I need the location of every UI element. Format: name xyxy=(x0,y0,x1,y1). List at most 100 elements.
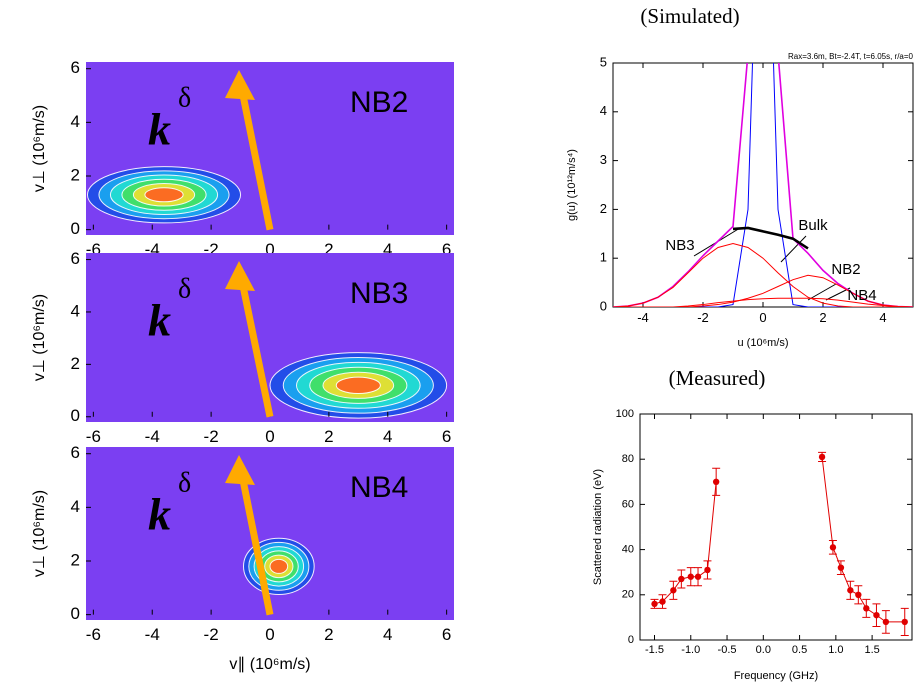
data-point xyxy=(712,478,720,485)
leader-line xyxy=(807,283,837,301)
data-point xyxy=(855,591,862,598)
data-point xyxy=(687,573,694,580)
series-annotation: Bulk xyxy=(798,217,828,234)
x-tick-label: -4 xyxy=(145,625,160,644)
x-tick-label: 4 xyxy=(383,427,392,446)
x-tick-label: 0 xyxy=(265,625,274,644)
y-tick-label: 4 xyxy=(71,301,80,320)
x-tick-label: -1.0 xyxy=(681,644,700,656)
chart-title: (Simulated) xyxy=(640,4,739,28)
x-tick-label: 6 xyxy=(442,625,451,644)
x-tick-label: 2 xyxy=(324,240,333,259)
series-line xyxy=(613,63,913,307)
data-point xyxy=(659,598,666,605)
y-tick-label: 0 xyxy=(71,406,80,425)
chart-title: (Measured) xyxy=(669,366,766,390)
panel-label: NB2 xyxy=(350,86,408,119)
y-tick-label: 60 xyxy=(622,498,634,510)
plot-frame xyxy=(639,413,913,641)
data-point xyxy=(694,573,702,580)
y-axis-label: v⊥ (10⁶m/s) xyxy=(31,294,48,381)
x-axis-label: u (10⁶m/s) xyxy=(738,337,789,349)
x-tick-label: 0.0 xyxy=(756,644,771,656)
y-tick-label: 5 xyxy=(600,54,607,69)
y-axis-label: Scattered radiation (eV) xyxy=(592,469,604,585)
x-tick-label: 0 xyxy=(265,427,274,446)
x-tick-label: 0.5 xyxy=(792,644,807,656)
arrow-head xyxy=(225,70,255,100)
series-annotation: NB2 xyxy=(831,261,860,278)
data-point xyxy=(818,453,826,461)
arrow-label: k xyxy=(148,104,171,155)
x-tick-label: 1.5 xyxy=(864,644,879,656)
arrow-head xyxy=(225,261,255,291)
data-point xyxy=(704,566,711,574)
x-tick-label: -2 xyxy=(204,427,219,446)
y-axis-label: v⊥ (10⁶m/s) xyxy=(31,490,48,577)
data-point xyxy=(651,600,658,608)
x-tick-label: -2 xyxy=(204,625,219,644)
x-tick-label: -1.5 xyxy=(645,644,664,656)
y-tick-label: 4 xyxy=(71,497,80,516)
data-point xyxy=(678,575,685,583)
wave-vector-arrow xyxy=(238,280,274,418)
y-tick-label: 40 xyxy=(622,544,634,556)
y-tick-label: 0 xyxy=(628,634,634,646)
wave-vector-arrow xyxy=(238,89,274,231)
wave-vector-arrow xyxy=(238,474,274,616)
y-tick-label: 4 xyxy=(600,103,607,118)
x-tick-label: 0 xyxy=(759,310,766,325)
contour-region xyxy=(144,187,184,203)
x-tick-label: -2 xyxy=(697,310,709,325)
plot-frame xyxy=(612,62,914,308)
contour-region xyxy=(335,376,381,395)
y-tick-label: 0 xyxy=(600,298,607,313)
data-point xyxy=(882,618,890,626)
y-tick-label: 80 xyxy=(622,453,634,465)
data-point xyxy=(829,544,837,551)
arrow-label: k xyxy=(148,489,171,540)
series-line xyxy=(613,243,913,307)
x-tick-label: -4 xyxy=(145,427,160,446)
panel-label: NB4 xyxy=(350,471,408,504)
x-tick-label: 4 xyxy=(879,310,886,325)
y-tick-label: 2 xyxy=(71,165,80,184)
x-tick-label: 4 xyxy=(383,625,392,644)
series-annotation: NB3 xyxy=(665,237,694,254)
x-tick-label: -4 xyxy=(637,310,649,325)
data-line xyxy=(654,456,905,623)
series-line xyxy=(613,63,913,307)
y-tick-label: 6 xyxy=(71,249,80,268)
arrow-head xyxy=(225,455,255,485)
y-tick-label: 3 xyxy=(600,152,607,167)
data-point xyxy=(670,587,677,594)
x-tick-label: 6 xyxy=(442,427,451,446)
arrow-label-sup: δ xyxy=(178,82,191,113)
series-annotation: NB4 xyxy=(847,287,876,304)
arrow-label-sup: δ xyxy=(178,467,191,498)
y-tick-label: 6 xyxy=(71,58,80,77)
x-tick-label: 1.0 xyxy=(828,644,843,656)
x-tick-label: 0 xyxy=(265,240,274,259)
y-axis-label: v⊥ (10⁶m/s) xyxy=(31,105,48,192)
y-tick-label: 6 xyxy=(71,443,80,462)
y-tick-label: 100 xyxy=(616,408,634,420)
y-tick-label: 0 xyxy=(71,604,80,623)
y-tick-label: 4 xyxy=(71,112,80,131)
chart-subtitle: Rax=3.6m, Bt=-2.4T, t=6.05s, r/a=0 xyxy=(788,52,914,61)
x-tick-label: -0.5 xyxy=(718,644,737,656)
y-tick-label: 20 xyxy=(622,589,634,601)
x-tick-label: -6 xyxy=(86,625,101,644)
x-axis-label: v∥ (10⁶m/s) xyxy=(229,656,310,673)
x-axis-label: Frequency (GHz) xyxy=(734,670,818,682)
data-point xyxy=(873,611,880,619)
arrow-label-sup: δ xyxy=(178,273,191,304)
series-line xyxy=(613,297,913,307)
series-line xyxy=(732,226,809,250)
y-tick-label: 2 xyxy=(71,354,80,373)
series-group xyxy=(613,63,913,307)
data-point xyxy=(847,587,854,594)
x-tick-label: 4 xyxy=(383,240,392,259)
